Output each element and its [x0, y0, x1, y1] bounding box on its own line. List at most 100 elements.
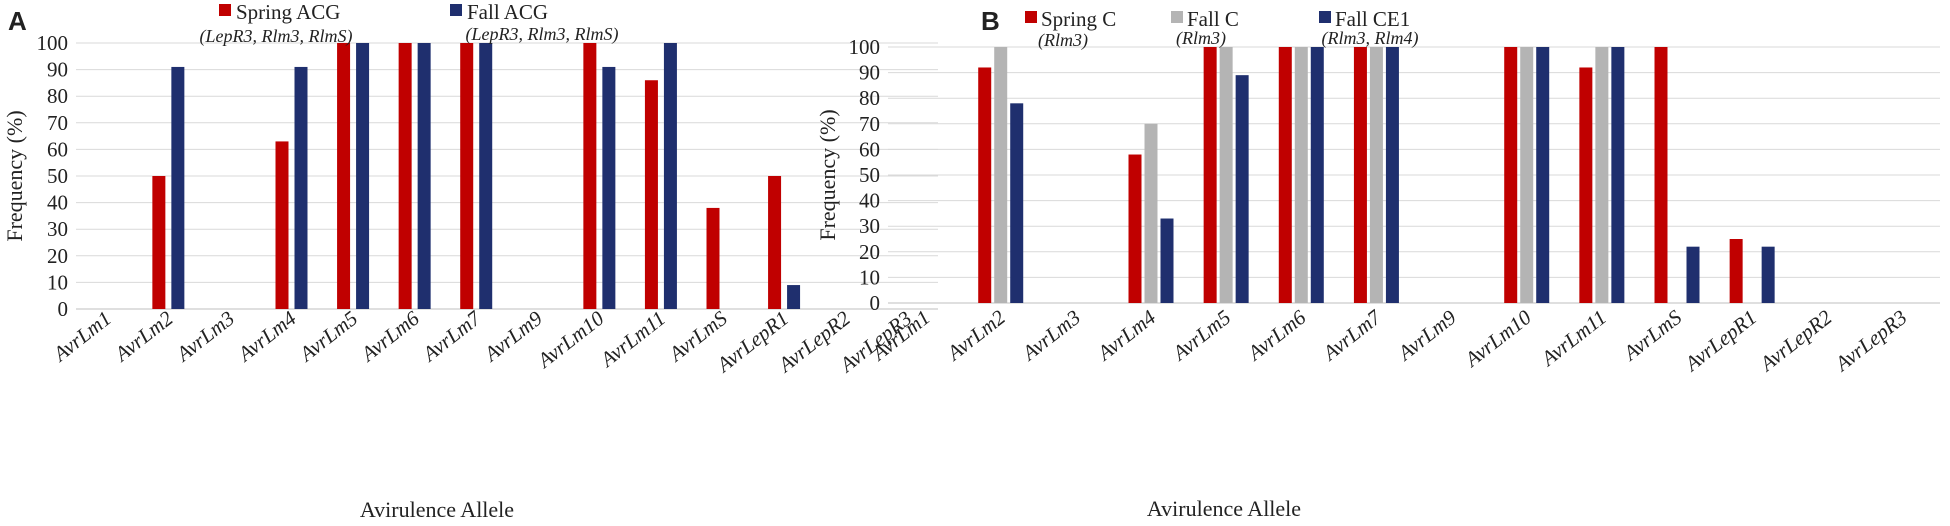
legend-label: Spring C	[1041, 7, 1116, 31]
y-tick-label: 70	[859, 112, 880, 136]
legend-subtitle: (LepR3, Rlm3, RlmS)	[466, 24, 619, 45]
bar-avrlm2-fall-acg	[171, 66, 185, 309]
y-tick-label: 80	[47, 84, 68, 108]
x-tick-label: AvrLm2	[941, 305, 1010, 366]
y-tick-label: 20	[47, 244, 68, 268]
bar-avrlepr1-fall-acg	[787, 285, 801, 309]
y-tick-label: 0	[58, 297, 69, 321]
gridlines	[76, 42, 938, 310]
y-tick-label: 70	[47, 111, 68, 135]
legend-swatch	[450, 4, 462, 16]
bar-avrlm4-fall-ce1	[1160, 218, 1174, 303]
y-tick-label: 100	[849, 35, 881, 59]
bar-avrlms-spring-c	[1654, 47, 1668, 303]
y-axis-label: Frequency (%)	[2, 110, 27, 241]
x-tick-label: AvrLm6	[1242, 305, 1311, 366]
y-tick-label: 20	[859, 240, 880, 264]
y-tick-label: 10	[859, 265, 880, 289]
x-tick-label: AvrLm11	[1535, 305, 1611, 372]
bar-avrlm11-fall-c	[1595, 47, 1609, 303]
bar-avrlm2-spring-c	[978, 67, 992, 303]
x-tick-label: AvrLm10	[531, 306, 608, 374]
x-axis-label: Avirulence Allele	[360, 497, 514, 522]
bar-avrlm4-spring-c	[1128, 154, 1142, 303]
bar-avrlm11-fall-ce1	[1611, 47, 1625, 303]
bar-avrlm11-fall-acg	[663, 43, 677, 309]
y-tick-label: 90	[47, 58, 68, 82]
y-tick-label: 90	[859, 61, 880, 85]
y-tick-label: 50	[47, 164, 68, 188]
x-tick-label: AvrLepR1	[1679, 305, 1762, 377]
legend-swatch	[1319, 11, 1331, 23]
bar-avrlm5-fall-c	[1219, 47, 1233, 303]
x-tick-label: AvrLm5	[1166, 305, 1235, 366]
x-tick-label: AvrLm11	[594, 306, 670, 373]
bar-avrlm2-fall-c	[994, 47, 1008, 303]
legend-swatch	[1025, 11, 1037, 23]
bar-avrlm7-fall-acg	[479, 43, 493, 309]
bar-avrlms-spring-acg	[706, 207, 720, 309]
x-tick-label: AvrLm4	[232, 306, 301, 367]
bar-avrlm6-fall-acg	[417, 43, 431, 309]
bar-avrlm7-fall-ce1	[1385, 47, 1399, 303]
y-tick-label: 40	[859, 189, 880, 213]
x-tick-label: AvrLm10	[1459, 305, 1536, 373]
y-tick-label: 30	[47, 217, 68, 241]
legend-label: Fall C	[1187, 7, 1239, 31]
x-tick-label: AvrLm7	[417, 305, 487, 367]
bar-avrlm4-fall-c	[1144, 123, 1158, 303]
bars	[152, 43, 801, 310]
bar-avrlm7-spring-c	[1353, 47, 1367, 303]
legend-swatch	[1171, 11, 1183, 23]
x-tick-label: AvrLepR3	[1829, 305, 1912, 377]
legend-label: Spring ACG	[236, 0, 340, 24]
bar-avrlm7-fall-c	[1369, 47, 1383, 303]
x-tick-label: AvrLm4	[1091, 305, 1160, 366]
bar-avrlm11-spring-acg	[644, 80, 658, 310]
legend: Spring ACG(LepR3, Rlm3, RlmS)Fall ACG(Le…	[200, 0, 619, 47]
panel-letter-a: A	[8, 6, 27, 36]
bar-avrlm6-spring-c	[1278, 47, 1292, 303]
y-tick-label: 40	[47, 191, 68, 215]
x-axis-label: Avirulence Allele	[1147, 496, 1301, 521]
y-tick-label: 60	[47, 137, 68, 161]
y-tick-label: 10	[47, 270, 68, 294]
x-tick-label: AvrLm9	[1392, 305, 1461, 366]
x-tick-label: AvrLm5	[293, 306, 362, 367]
bar-avrlm10-fall-c	[1520, 47, 1534, 303]
bar-avrlm6-fall-ce1	[1310, 47, 1324, 303]
x-tick-label: AvrLm2	[109, 306, 178, 367]
bar-avrlm4-spring-acg	[275, 141, 289, 309]
bar-avrlm5-fall-acg	[356, 43, 370, 309]
x-tick-label: AvrLm3	[1016, 305, 1085, 366]
x-tick-label: AvrLepR2	[1754, 305, 1837, 377]
bar-avrlm4-fall-acg	[294, 66, 308, 309]
x-tick-label: AvrLmS	[1617, 305, 1686, 366]
bar-avrlm5-spring-acg	[337, 43, 351, 309]
y-tick-label: 100	[37, 31, 69, 55]
legend-label: Fall ACG	[467, 0, 548, 24]
x-tick-label: AvrLm7	[1317, 304, 1387, 366]
legend-subtitle: (Rlm3, Rlm4)	[1322, 28, 1419, 49]
bar-avrlms-fall-ce1	[1686, 246, 1700, 303]
x-tick-label: AvrLm3	[170, 306, 239, 367]
bar-avrlepr1-fall-ce1	[1761, 246, 1775, 303]
x-tick-labels: AvrLm1AvrLm2AvrLm3AvrLm4AvrLm5AvrLm6AvrL…	[47, 305, 916, 378]
bar-avrlm6-fall-c	[1294, 47, 1308, 303]
y-tick-label: 80	[859, 86, 880, 110]
y-tick-label: 60	[859, 137, 880, 161]
bar-avrlm10-fall-ce1	[1536, 47, 1550, 303]
bar-avrlepr1-spring-c	[1729, 239, 1743, 303]
bars	[978, 47, 1775, 303]
bar-avrlm2-fall-ce1	[1010, 103, 1024, 303]
bar-avrlm11-spring-c	[1579, 67, 1593, 303]
y-axis-label: Frequency (%)	[815, 109, 840, 240]
x-tick-label: AvrLm6	[355, 306, 424, 367]
legend-subtitle: (LepR3, Rlm3, RlmS)	[200, 26, 353, 47]
bar-avrlm10-spring-acg	[583, 43, 597, 309]
bar-avrlm5-spring-c	[1203, 47, 1217, 303]
